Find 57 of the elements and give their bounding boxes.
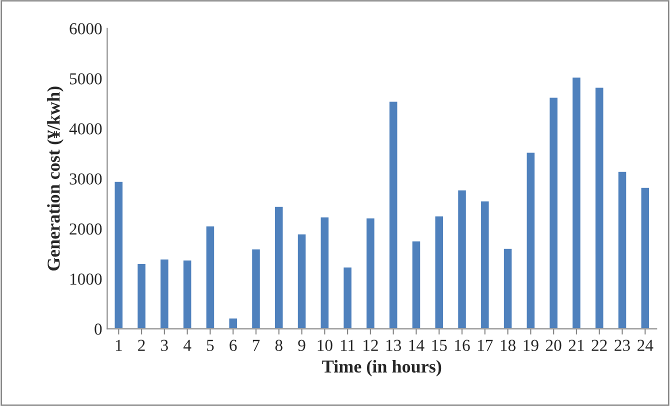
bar (296, 233, 308, 329)
bar (456, 188, 468, 329)
bar (113, 180, 124, 329)
x-tick-label: 3 (161, 340, 168, 352)
bar (204, 225, 216, 329)
bar (548, 96, 559, 329)
bar (502, 248, 514, 329)
x-tick-label: 19 (524, 340, 538, 352)
bar (616, 170, 628, 329)
x-tick-label: 22 (592, 340, 607, 351)
x-tick-label: 23 (614, 340, 630, 352)
bar (365, 217, 376, 329)
bar (136, 262, 147, 329)
x-tick-label: 4 (183, 340, 192, 351)
x-tick-label: 5 (207, 340, 214, 352)
y-tick-label: 2000 (70, 223, 102, 235)
x-tick-label: 16 (455, 340, 470, 352)
x-tick-label: 15 (432, 340, 447, 352)
bar (228, 317, 238, 329)
y-tick-label: 4000 (69, 123, 102, 135)
x-tick-label: 7 (252, 340, 260, 351)
bar (274, 205, 284, 329)
x-tick-label: 21 (568, 340, 584, 351)
x-tick-label: 10 (318, 340, 332, 352)
x-tick-label: 17 (478, 340, 493, 351)
x-tick-label: 12 (364, 340, 378, 351)
bar (410, 240, 422, 329)
bar (388, 100, 399, 329)
x-tick-label: 9 (298, 340, 306, 352)
y-tick-label: 6000 (70, 23, 102, 34)
bar (480, 200, 490, 329)
bar (525, 151, 536, 329)
y-axis-title: Generation cost (¥/kwh) (47, 86, 64, 271)
bar (594, 86, 605, 329)
bar (571, 76, 582, 329)
x-axis-title: Time (in hours) (322, 360, 442, 376)
x-tick-label: 11 (341, 340, 355, 351)
x-tick-label: 13 (386, 340, 402, 352)
x-tick-label: 1 (116, 340, 122, 351)
x-tick-label: 20 (546, 340, 562, 352)
bar (640, 186, 650, 329)
x-tick-label: 8 (275, 340, 282, 352)
bar (319, 216, 330, 329)
y-tick-label: 1000 (70, 273, 102, 285)
bar (182, 259, 193, 329)
x-tick-label: 18 (500, 340, 516, 352)
y-tick-label: 0 (94, 324, 102, 335)
x-tick-label: 24 (638, 340, 654, 351)
bar (342, 266, 353, 329)
x-tick-label: 14 (409, 340, 424, 351)
bar (434, 215, 444, 329)
bar (250, 248, 262, 329)
x-tick-label: 2 (138, 340, 145, 351)
y-tick-label: 5000 (70, 73, 102, 84)
bar (159, 258, 170, 329)
y-tick-label: 3000 (70, 173, 102, 185)
x-tick-label: 6 (230, 340, 237, 352)
